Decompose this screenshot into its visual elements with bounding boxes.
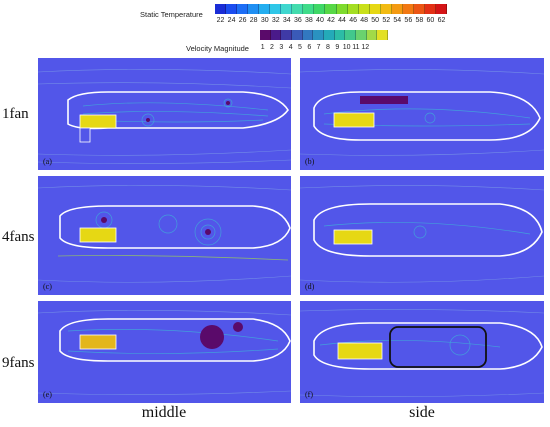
- temperature-swatch: [402, 4, 414, 14]
- panel-label-f: (f): [305, 390, 313, 399]
- velocity-swatch: [356, 30, 367, 40]
- velocity-swatch: [345, 30, 357, 40]
- temperature-tick-label: 42: [327, 17, 335, 24]
- velocity-swatch: [292, 30, 303, 40]
- panel-d: (d): [300, 176, 544, 295]
- velocity-swatch: [377, 30, 389, 40]
- velocity-tick-label: 3: [279, 44, 284, 51]
- velocity-swatch: [260, 30, 271, 40]
- temperature-tick-label: 58: [415, 17, 424, 24]
- temperature-tick-label: 56: [404, 17, 413, 24]
- temperature-tick-label: 50: [371, 17, 380, 24]
- velocity-swatch: [313, 30, 325, 40]
- row-label-9fans: 9fans: [2, 355, 35, 371]
- temperature-swatch: [226, 4, 238, 14]
- velocity-legend-title: Velocity Magnitude: [186, 44, 249, 53]
- temperature-swatch: [314, 4, 326, 14]
- panel-label-d: (d): [305, 282, 315, 291]
- velocity-swatch: [281, 30, 293, 40]
- streamline-plot-c: [38, 185, 291, 283]
- streamline-plot-b: [300, 69, 544, 156]
- velocity-swatch: [324, 30, 335, 40]
- temperature-tick-label: 34: [282, 17, 291, 24]
- column-label-middle: middle: [141, 404, 187, 421]
- temperature-tick-label: 36: [293, 17, 302, 24]
- velocity-tick-label: 6: [307, 44, 312, 51]
- panel-a: (a): [38, 58, 291, 170]
- row-label-1fan: 1fan: [2, 106, 29, 122]
- velocity-swatch: [334, 30, 346, 40]
- temperature-tick-label: 38: [305, 17, 313, 24]
- row-label-4fans: 4fans: [2, 229, 35, 245]
- temperature-swatch: [391, 4, 403, 14]
- temperature-swatch: [358, 4, 370, 14]
- temperature-swatch: [413, 4, 425, 14]
- velocity-swatch: [302, 30, 314, 40]
- temperature-swatch: [270, 4, 282, 14]
- temperature-swatch: [292, 4, 304, 14]
- velocity-tick-label: 1: [260, 44, 265, 51]
- temperature-tick-label: 26: [238, 17, 247, 24]
- velocity-tick-label: 5: [298, 44, 302, 51]
- temperature-tick-label: 44: [338, 17, 346, 24]
- panel-f: (f): [300, 301, 544, 403]
- streamline-plot-e: [38, 310, 291, 395]
- temperature-tick-label: 24: [227, 17, 236, 24]
- panel-b: (b): [300, 58, 544, 170]
- temperature-tick-label: 52: [382, 17, 391, 24]
- temperature-tick-label: 46: [349, 17, 357, 24]
- panel-label-a: (a): [43, 157, 52, 166]
- velocity-tick-labels: 1 2 3 4 5 6 7 8 9 10 11 12: [258, 44, 370, 51]
- temperature-tick-label: 60: [426, 17, 435, 24]
- velocity-tick-label: 11: [352, 44, 360, 51]
- temperature-swatch: [259, 4, 271, 14]
- temperature-swatch: [325, 4, 337, 14]
- velocity-swatch: [366, 30, 378, 40]
- panel-label-c: (c): [43, 282, 52, 291]
- temperature-swatch: [347, 4, 359, 14]
- temperature-tick-label: 30: [260, 17, 269, 24]
- velocity-tick-label: 12: [361, 44, 370, 51]
- temperature-swatch: [303, 4, 315, 14]
- temperature-swatch: [424, 4, 436, 14]
- temperature-swatch: [281, 4, 293, 14]
- temperature-swatch: [435, 4, 447, 14]
- velocity-tick-label: 2: [270, 44, 274, 51]
- column-label-side: side: [409, 404, 435, 421]
- streamline-plot-f: [300, 309, 544, 397]
- temperature-tick-label: 32: [271, 17, 280, 24]
- temperature-tick-label: 40: [316, 17, 324, 24]
- temperature-tick-labels: 22 24 26 28 30 32 34 36 38 40 42 44 46 48 50 52 54 56 58 60…: [215, 17, 447, 24]
- temperature-legend-title: Static Temperature: [140, 10, 203, 19]
- temperature-swatch: [369, 4, 381, 14]
- velocity-tick-label: 9: [335, 44, 340, 51]
- velocity-tick-label: 4: [288, 44, 293, 51]
- panel-e: (e): [38, 301, 291, 403]
- panel-label-b: (b): [305, 157, 315, 166]
- temperature-swatch: [336, 4, 348, 14]
- velocity-color-strip: [260, 30, 389, 40]
- temperature-tick-label: 62: [437, 17, 446, 24]
- velocity-swatch: [270, 30, 282, 40]
- panel-label-e: (e): [43, 390, 52, 399]
- temperature-tick-label: 54: [393, 17, 402, 24]
- velocity-tick-label: 7: [316, 44, 321, 51]
- velocity-tick-label: 10: [342, 44, 351, 51]
- temperature-swatch: [215, 4, 227, 14]
- panel-c: (c): [38, 176, 291, 295]
- temperature-tick-label: 48: [360, 17, 369, 24]
- temperature-swatch: [248, 4, 260, 14]
- streamline-plot-d: [300, 185, 544, 283]
- temperature-tick-label: 28: [249, 17, 258, 24]
- temperature-color-strip: [215, 4, 447, 14]
- streamline-plot-a: [38, 69, 291, 164]
- temperature-swatch: [380, 4, 392, 14]
- temperature-tick-label: 22: [216, 17, 225, 24]
- velocity-tick-label: 8: [326, 44, 330, 51]
- temperature-swatch: [237, 4, 249, 14]
